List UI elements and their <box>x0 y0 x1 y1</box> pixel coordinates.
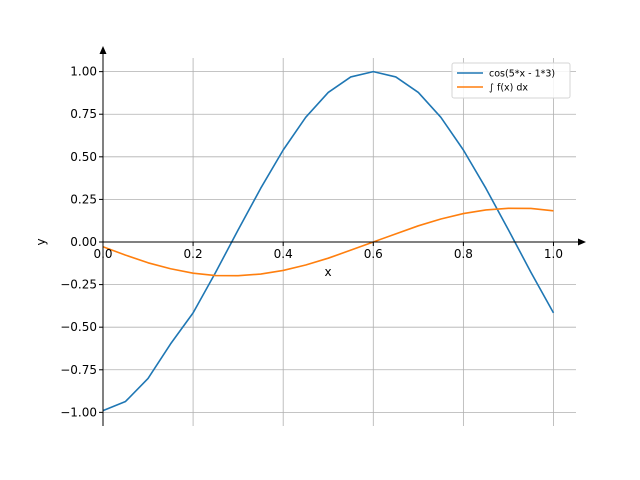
series-line-1 <box>102 70 555 412</box>
y-tick-label: 1.00 <box>70 65 97 79</box>
series-line-2 <box>102 207 554 277</box>
series-layer <box>102 70 555 412</box>
y-tick-label: 0.75 <box>70 107 97 121</box>
y-axis-label: y <box>34 238 48 245</box>
y-tick-label: 0.50 <box>70 150 97 164</box>
y-axis-arrow <box>99 46 107 54</box>
x-tick-label: 0.8 <box>454 247 473 261</box>
x-tick-label: 0.0 <box>93 247 112 261</box>
y-tick-label: −1.00 <box>60 405 97 419</box>
legend-label-2: ∫ f(x) dx <box>489 83 528 94</box>
ticks-layer: 0.0 0.2 0.4 0.6 0.8 1.0 −1.00 −0.75 −0.50 −0.25 0.… <box>60 65 563 420</box>
y-tick-label: −0.50 <box>60 320 97 334</box>
x-tick-label: 0.6 <box>364 247 383 261</box>
x-tick-label: 1.0 <box>544 247 563 261</box>
x-tick-label: 0.4 <box>274 247 293 261</box>
x-axis-arrow <box>578 238 586 246</box>
y-tick-label: −0.75 <box>60 363 97 377</box>
y-tick-label: 0.00 <box>70 235 97 249</box>
y-tick-label: 0.25 <box>70 192 97 206</box>
y-tick-label: −0.25 <box>60 278 97 292</box>
axes-layer <box>99 46 586 426</box>
legend-label-1: cos(5*x - 1*3) <box>489 69 555 80</box>
x-axis-label: x <box>324 265 331 279</box>
legend: cos(5*x - 1*3) ∫ f(x) dx <box>451 62 571 99</box>
legend-box <box>451 62 571 99</box>
x-tick-label: 0.2 <box>184 247 203 261</box>
